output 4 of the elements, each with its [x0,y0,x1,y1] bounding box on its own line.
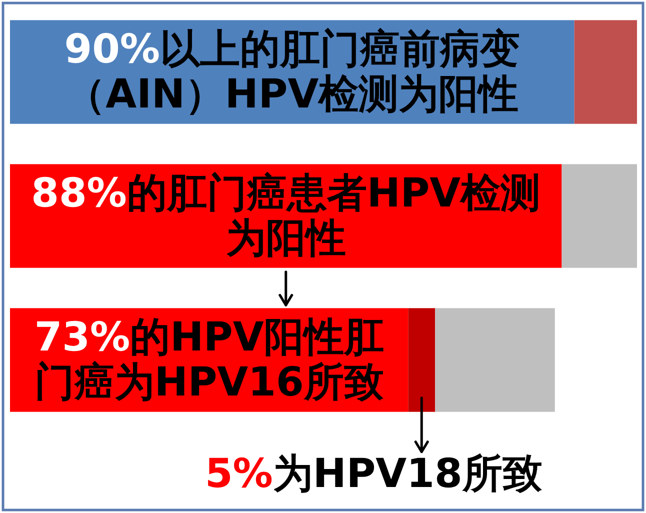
text: 5%为HPV18所致 [204,450,542,497]
y-tick-label: 73%的HPV阳性肛门癌为HPV16所致 [34,314,384,406]
y-tick-label: 88%的肛门癌患者HPV检测为阳性 [31,170,541,262]
y-tick-label: 90%以上的肛门癌前病变（AIN）HPV检测为阳性 [64,26,520,118]
